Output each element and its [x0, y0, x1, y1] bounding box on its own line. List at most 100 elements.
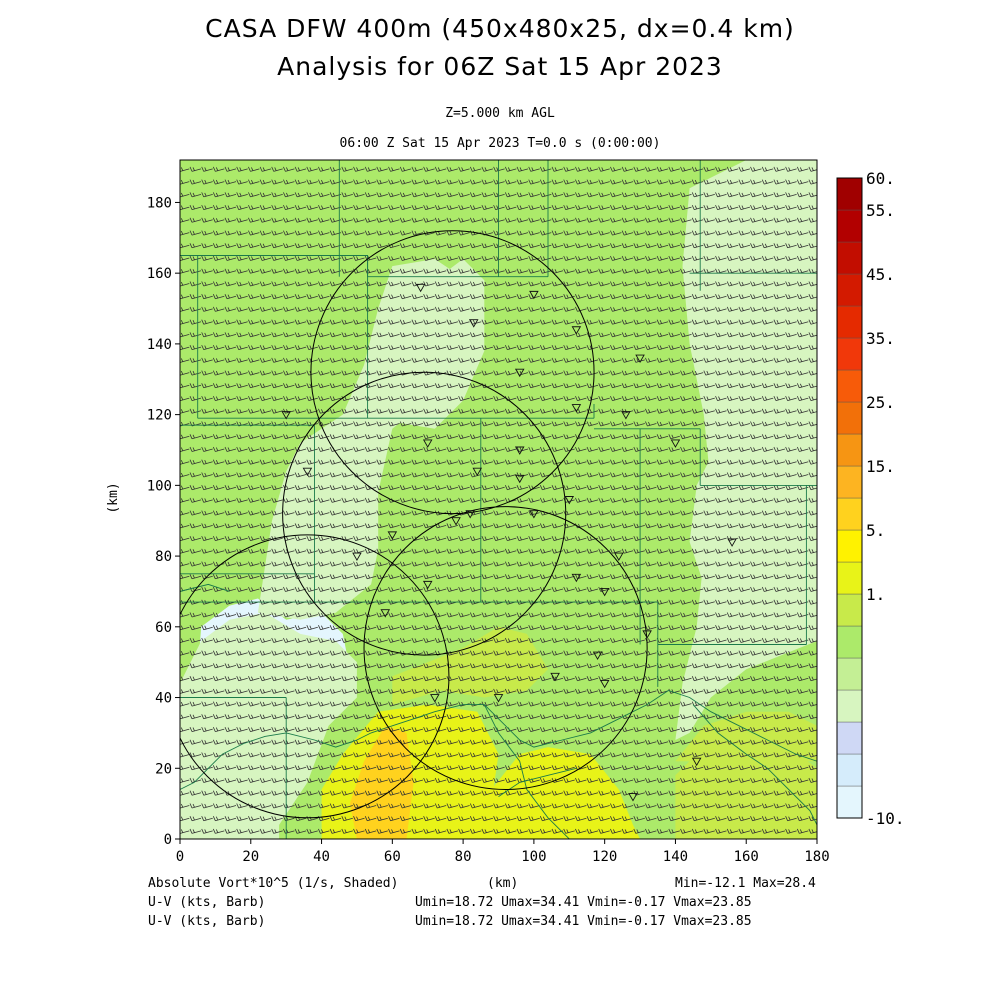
station-marker-29 [529, 510, 539, 519]
chart-title: CASA DFW 400m (450x480x25, dx=0.4 km) [205, 14, 795, 43]
colorbar-band-5 [836, 625, 863, 659]
colorbar-band-0 [836, 785, 863, 819]
station-marker-32 [571, 573, 582, 583]
radar-ring-3 [180, 534, 450, 819]
radar-rings [180, 230, 737, 819]
colorbar-band-10 [836, 465, 863, 499]
colorbar-band-17 [836, 241, 863, 275]
colorbar-label-8: -10. [866, 809, 905, 828]
y-tick-label-20: 20 [155, 761, 172, 777]
x-tick-label-40: 40 [313, 849, 330, 865]
vorticity-region-8 [349, 725, 414, 839]
min-max: Min=-12.1 Max=28.4 [675, 876, 816, 891]
station-marker-22 [628, 793, 638, 802]
radar-ring-1 [282, 371, 567, 656]
colorbar-frame [836, 177, 863, 819]
y-tick-label-140: 140 [147, 337, 172, 353]
colorbar-band-2 [836, 721, 863, 755]
colorbar-band-9 [836, 497, 863, 531]
vorticity-region-6 [689, 457, 810, 641]
colorbar-label-0: 60. [866, 169, 895, 188]
y-tick-label-160: 160 [147, 266, 172, 282]
station-marker-20 [493, 694, 504, 703]
colorbar-band-14 [836, 337, 863, 371]
colorbar-label-5: 15. [866, 457, 895, 476]
station-marker-24 [380, 609, 391, 618]
station-marker-13 [387, 531, 398, 540]
x-axis-label: (km) [487, 876, 519, 891]
y-tick-label-60: 60 [155, 620, 172, 636]
level-label: Z=5.000 km AGL [445, 106, 555, 121]
station-marker-21 [691, 757, 702, 767]
time-label: 06:00 Z Sat 15 Apr 2023 T=0.0 s (0:00:00… [339, 136, 661, 151]
colorbar-band-15 [836, 305, 863, 339]
border-line-33 [692, 704, 817, 826]
station-marker-16 [599, 587, 610, 597]
plot-frame [179, 159, 818, 840]
station-marker-2 [529, 290, 539, 300]
station-marker-4 [514, 368, 525, 378]
x-tick-label-0: 0 [176, 849, 184, 865]
station-marker-31 [614, 552, 624, 561]
station-marker-6 [571, 404, 582, 413]
vorticity-region-12 [675, 711, 817, 762]
station-marker-17 [642, 630, 652, 639]
station-marker-3 [571, 326, 582, 335]
colorbar-band-18 [836, 209, 863, 243]
colorbar-label-6: 5. [866, 521, 885, 540]
colorbar-band-16 [836, 273, 863, 307]
colorbar-band-8 [836, 529, 863, 563]
x-tick-label-140: 140 [663, 849, 688, 865]
radar-ring-2 [363, 506, 648, 790]
station-marker-27 [422, 439, 433, 448]
station-marker-10 [472, 467, 483, 477]
barb-label-1: U-V (kts, Barb) [148, 895, 266, 910]
y-tick-label-120: 120 [147, 408, 172, 424]
x-tick-label-120: 120 [592, 849, 617, 865]
colorbar-label-3: 35. [866, 329, 895, 348]
y-tick-label-80: 80 [155, 549, 172, 565]
x-tick-label-20: 20 [242, 849, 259, 865]
y-tick-label-100: 100 [147, 478, 172, 494]
field-label: Absolute Vort*10^5 (1/s, Shaded) [148, 876, 399, 891]
vorticity-region-3 [257, 259, 456, 620]
vorticity-region-10 [392, 626, 548, 705]
border-line-31 [483, 690, 817, 762]
station-marker-34 [599, 679, 610, 689]
station-marker-1 [468, 319, 479, 328]
border-line-30 [286, 704, 485, 748]
radar-ring-0 [310, 230, 595, 515]
border-line-34 [180, 583, 230, 592]
x-tick-label-80: 80 [455, 849, 472, 865]
border-line-32 [483, 704, 570, 839]
vorticity-region-2 [180, 612, 357, 839]
station-marker-25 [281, 411, 291, 420]
station-marker-9 [514, 446, 525, 455]
station-marker-11 [564, 496, 575, 505]
station-marker-19 [550, 672, 560, 682]
station-marker-12 [451, 517, 461, 526]
station-marker-23 [430, 694, 440, 703]
colorbar-band-13 [836, 369, 863, 403]
barb-label-2: U-V (kts, Barb) [148, 914, 266, 929]
colorbar-band-6 [836, 593, 863, 627]
colorbar-band-12 [836, 401, 863, 435]
station-marker-26 [302, 467, 313, 477]
vorticity-region-9 [477, 747, 641, 839]
station-marker-30 [465, 510, 475, 519]
y-tick-label-180: 180 [147, 195, 172, 211]
x-tick-label-100: 100 [521, 849, 546, 865]
colorbar-band-7 [836, 561, 863, 595]
colorbar-label-2: 45. [866, 265, 895, 284]
station-marker-5 [635, 354, 645, 363]
y-tick-label-40: 40 [155, 691, 172, 707]
barb-stats-2: Umin=18.72 Umax=34.41 Vmin=-0.17 Vmax=23… [415, 914, 752, 929]
x-tick-label-180: 180 [804, 849, 829, 865]
colorbar-band-11 [836, 433, 863, 467]
colorbar: 60. 55. 45. 35. 25. 15. 5. 1. -10. [836, 169, 905, 828]
station-marker-7 [621, 411, 631, 420]
barb-stats-1: Umin=18.72 Umax=34.41 Vmin=-0.17 Vmax=23… [415, 895, 752, 910]
station-marker-14 [352, 552, 362, 561]
y-axis-label: (km) [106, 482, 121, 513]
